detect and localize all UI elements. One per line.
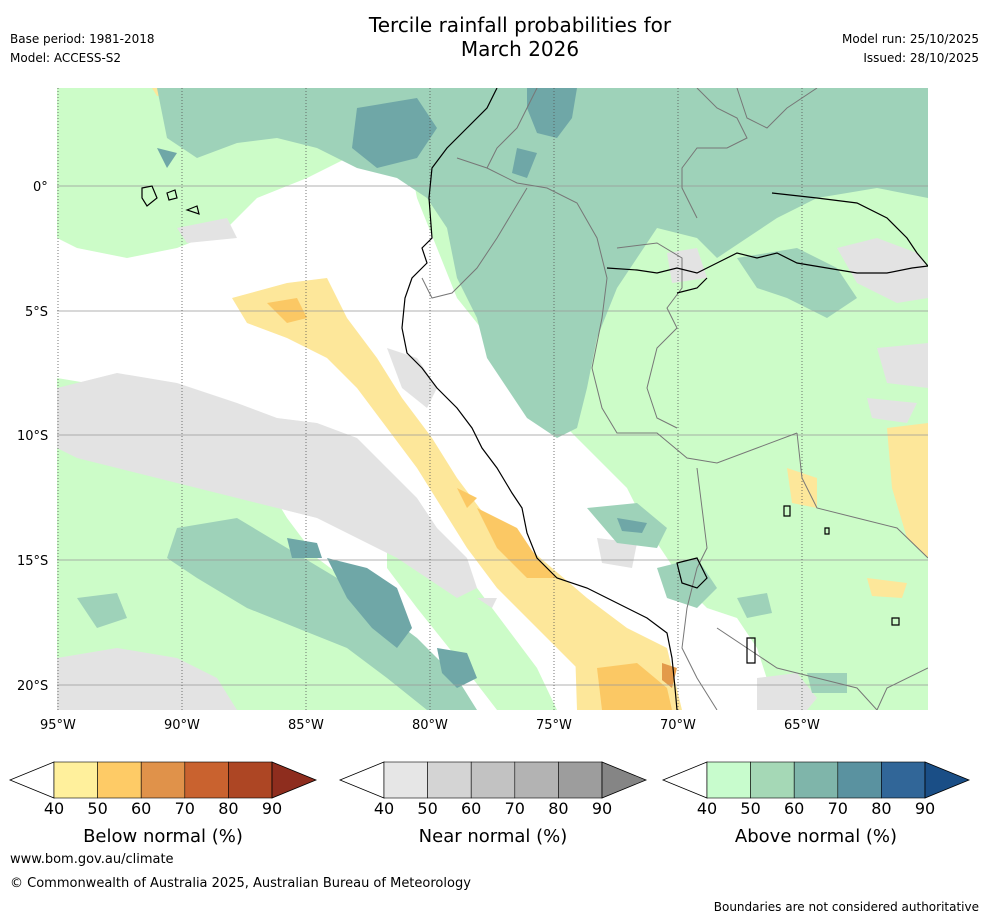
colorbar-near-normal	[338, 761, 648, 799]
colorbar-near-title: Near normal (%)	[418, 826, 568, 847]
above-colorbar-high-extend	[924, 761, 971, 799]
below-tick-90: 90	[261, 799, 283, 818]
lat-label-10s: 10°S	[17, 429, 49, 444]
near-colorbar-segment-50	[427, 761, 472, 799]
above-tick-40: 40	[696, 799, 718, 818]
colorbar-below-title: Below normal (%)	[83, 826, 243, 847]
below-tick-80: 80	[218, 799, 239, 818]
above-normal-60-region	[157, 88, 647, 688]
model-label: Model: ACCESS-S2	[10, 51, 122, 65]
map-title: Tercile rainfall probabilities for March…	[320, 13, 720, 61]
footer-copyright: © Commonwealth of Australia 2025, Austra…	[10, 876, 471, 891]
above-colorbar-segment-80	[881, 761, 926, 799]
near-tick-50: 50	[417, 799, 438, 818]
near-tick-90: 90	[591, 799, 613, 818]
lat-label-0: 0°	[33, 180, 48, 195]
below-tick-70: 70	[174, 799, 195, 818]
near-colorbar-segment-40	[383, 761, 428, 799]
footer-url: www.bom.gov.au/climate	[10, 852, 174, 867]
above-tick-80: 80	[871, 799, 892, 818]
lat-label-15s: 15°S	[17, 554, 49, 569]
colorbar-above-title: Above normal (%)	[734, 826, 898, 847]
title-line-1: Tercile rainfall probabilities for	[368, 13, 672, 37]
near-colorbar-segment-70	[514, 761, 559, 799]
lon-label-75w: 75°W	[536, 718, 572, 733]
model-run-label: Model run: 25/10/2025	[841, 32, 979, 46]
above-colorbar-segment-60	[793, 761, 839, 799]
below-normal-50-region	[267, 298, 672, 710]
lon-label-80w: 80°W	[412, 718, 448, 733]
probability-map	[57, 88, 928, 710]
below-colorbar-segment-70	[184, 761, 229, 799]
below-tick-50: 50	[87, 799, 108, 818]
lat-label-5s: 5°S	[25, 305, 49, 320]
base-period-label: Base period: 1981-2018	[10, 32, 155, 46]
lon-label-70w: 70°W	[660, 718, 696, 733]
near-tick-70: 70	[504, 799, 525, 818]
footer-disclaimer: Boundaries are not considered authoritat…	[713, 900, 979, 914]
title-line-2: March 2026	[460, 37, 580, 61]
near-colorbar-segment-60	[470, 761, 516, 799]
lon-label-90w: 90°W	[164, 718, 200, 733]
near-tick-80: 80	[548, 799, 569, 818]
lat-gridlines	[57, 185, 928, 686]
below-colorbar-segment-60	[140, 761, 186, 799]
above-tick-70: 70	[827, 799, 848, 818]
lat-label-20s: 20°S	[17, 679, 49, 694]
country-borders	[421, 88, 928, 710]
coastlines	[141, 88, 928, 710]
lon-label-95w: 95°W	[40, 718, 76, 733]
below-colorbar-high-extend	[271, 761, 318, 799]
below-colorbar-segment-50	[97, 761, 142, 799]
below-colorbar-segment-80	[228, 761, 273, 799]
near-tick-60: 60	[461, 799, 482, 818]
below-colorbar-low-extend	[8, 761, 55, 799]
above-tick-90: 90	[914, 799, 936, 818]
near-colorbar-low-extend	[338, 761, 385, 799]
below-colorbar-segment-40	[53, 761, 98, 799]
above-colorbar-segment-40	[706, 761, 751, 799]
below-tick-40: 40	[43, 799, 65, 818]
above-colorbar-low-extend	[661, 761, 708, 799]
lon-label-65w: 65°W	[784, 718, 820, 733]
near-tick-40: 40	[373, 799, 395, 818]
colorbar-above-normal	[661, 761, 971, 799]
above-colorbar-segment-50	[750, 761, 795, 799]
colorbar-below-normal	[8, 761, 318, 799]
colorbars	[8, 761, 971, 799]
above-normal-50-region	[77, 88, 928, 710]
near-colorbar-high-extend	[601, 761, 648, 799]
issued-label: Issued: 28/10/2025	[863, 51, 979, 65]
below-tick-60: 60	[131, 799, 152, 818]
above-tick-60: 60	[784, 799, 805, 818]
near-colorbar-segment-80	[558, 761, 603, 799]
lon-label-85w: 85°W	[288, 718, 324, 733]
above-tick-50: 50	[740, 799, 761, 818]
above-colorbar-segment-70	[837, 761, 882, 799]
